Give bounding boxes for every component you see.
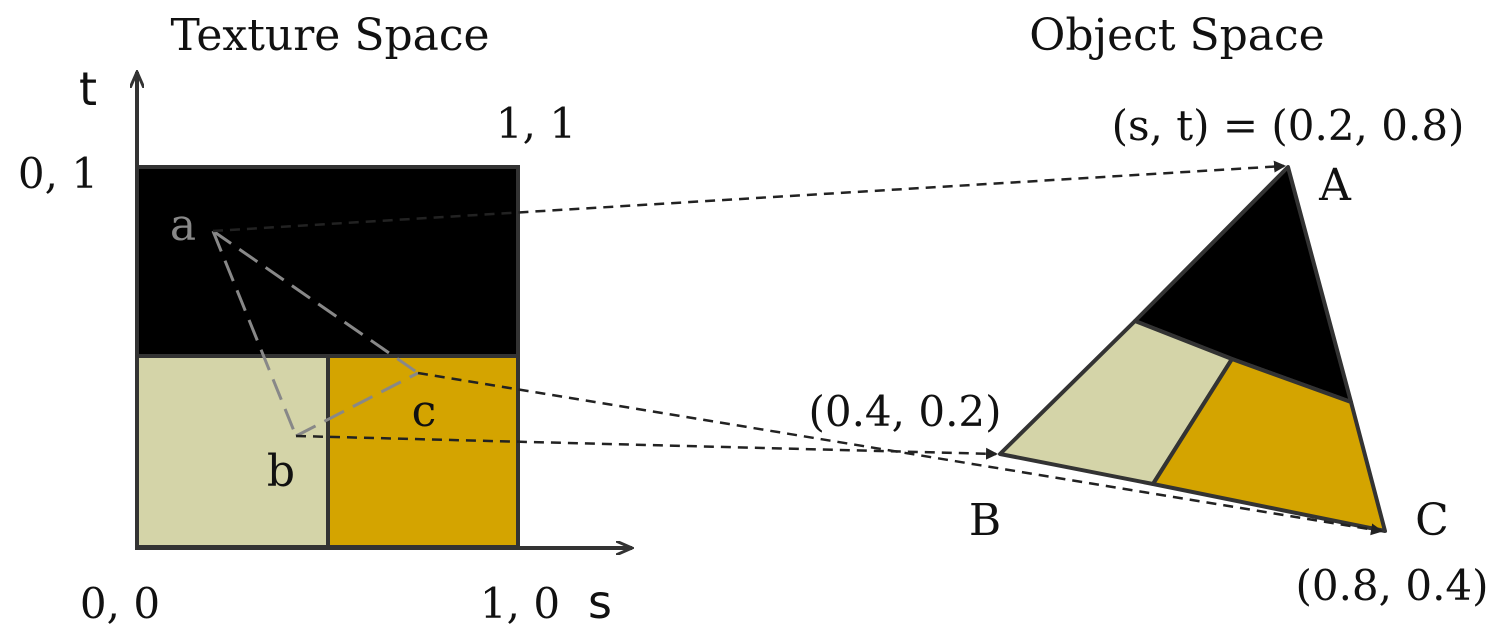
vertex-label-B: B xyxy=(969,495,1001,546)
texture-beige-region xyxy=(135,354,330,549)
object-space-title: Object Space xyxy=(1029,10,1324,61)
vertex-coords-B: (0.4, 0.2) xyxy=(808,387,1001,436)
vertex-coords-A: (s, t) = (0.2, 0.8) xyxy=(1112,101,1465,150)
mapping-arrow-b-to-B xyxy=(295,434,998,460)
corner-label-0-0: 0, 0 xyxy=(80,579,160,626)
corner-label-1-1: 1, 1 xyxy=(496,99,576,148)
s-axis-label: s xyxy=(588,575,612,626)
mapping-arrow-a-to-A xyxy=(212,160,1286,233)
corner-label-1-0: 1, 0 xyxy=(480,579,560,626)
texture-black-region xyxy=(135,165,520,358)
t-axis-label: t xyxy=(79,62,97,116)
dashed-edge-a-b xyxy=(211,230,298,437)
texture-point-b: b xyxy=(267,446,295,497)
vertex-coords-C: (0.8, 0.4) xyxy=(1295,561,1488,610)
mapping-arrow-c-to-C xyxy=(417,371,1383,536)
texture-point-c: c xyxy=(412,386,437,437)
texture-space-title: Texture Space xyxy=(170,10,489,61)
texture-gold-region xyxy=(326,354,520,549)
dashed-edge-b-c xyxy=(295,371,419,438)
vertex-label-A: A xyxy=(1318,160,1352,211)
vertex-label-C: C xyxy=(1415,495,1449,546)
object-gold-region xyxy=(1151,357,1387,533)
corner-label-0-1: 0, 1 xyxy=(18,149,98,198)
dashed-edge-a-c xyxy=(212,229,419,375)
texture-point-a: a xyxy=(170,200,196,251)
